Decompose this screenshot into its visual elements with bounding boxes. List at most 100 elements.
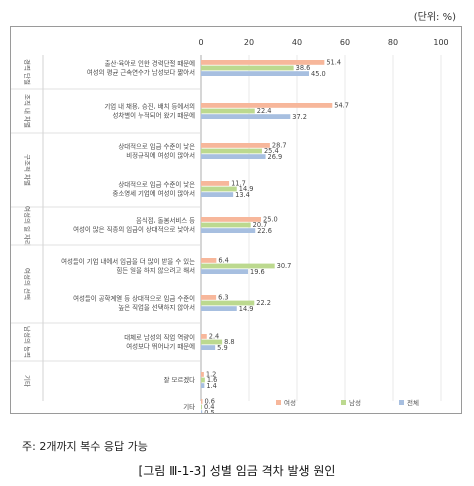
bar-전체 (201, 114, 291, 119)
value-label: 30.7 (277, 262, 292, 270)
x-tick-label: 20 (244, 38, 254, 47)
value-label: 11.7 (231, 180, 246, 188)
value-label: 6.4 (218, 257, 229, 265)
bar-여성 (201, 60, 325, 65)
value-label: 45.0 (311, 70, 326, 78)
bar-남성 (201, 65, 294, 71)
category-label: 높은 직업을 선택하지 않아서 (118, 303, 195, 312)
bar-전체 (201, 228, 256, 233)
x-tick-label: 60 (340, 38, 350, 47)
value-label: 22.4 (257, 107, 272, 115)
value-label: 54.7 (334, 102, 349, 110)
value-label: 51.4 (326, 59, 341, 67)
group-label: 남성의 능력 (23, 326, 32, 358)
value-label: 8.8 (224, 338, 235, 346)
value-label: 6.3 (218, 294, 229, 302)
group-label: 여성의 선택 (23, 268, 32, 300)
category-label: 대체로 남성의 직업 역량이 (124, 333, 195, 342)
bar-전체 (201, 154, 266, 159)
bar-남성 (201, 339, 223, 345)
value-label: 38.6 (296, 64, 311, 72)
bar-전체 (201, 383, 205, 388)
bar-여성 (201, 217, 261, 222)
value-label: 37.2 (292, 113, 307, 121)
category-label: 여성들이 기업 내에서 임금을 더 많이 받을 수 있는 (61, 257, 195, 266)
value-label: 1.4 (206, 382, 217, 390)
legend-label: 남성 (349, 398, 361, 407)
x-tick-label: 100 (433, 38, 448, 47)
bar-전체 (201, 192, 234, 197)
category-label: 여성보다 뛰어나기 때문에 (126, 342, 195, 351)
bar-남성 (201, 404, 202, 410)
bar-남성 (201, 108, 255, 114)
bar-남성 (201, 148, 262, 154)
value-label: 25.0 (263, 216, 278, 224)
value-label: 28.7 (272, 142, 287, 150)
value-label: 20.7 (253, 221, 268, 229)
category-label: 중소영세 기업에 여성이 많아서 (112, 189, 195, 198)
value-label: 22.2 (256, 299, 271, 307)
value-label: 14.9 (239, 185, 254, 193)
value-label: 1.2 (206, 371, 217, 379)
x-tick-label: 40 (292, 38, 302, 47)
bar-여성 (201, 181, 230, 186)
figure-caption: [그림 Ⅲ-1-3] 성별 임금 격차 발생 원인 (138, 464, 336, 478)
category-label: 잘 모르겠다 (164, 375, 196, 384)
bar-전체 (201, 306, 237, 311)
bar-전체 (201, 71, 309, 76)
bar-여성 (201, 258, 217, 263)
value-label: 0.5 (204, 409, 215, 413)
value-label: 1.6 (207, 376, 218, 384)
value-label: 19.6 (250, 268, 265, 276)
category-label: 비정규직에 여성이 많아서 (126, 151, 195, 160)
legend-swatch-전체 (399, 400, 404, 405)
x-tick-label: 80 (388, 38, 398, 47)
group-label: 구조적 차별 (23, 154, 32, 186)
legend-label: 여성 (284, 398, 296, 407)
value-label: 26.9 (268, 153, 283, 161)
category-label: 기업 내 채용, 승진, 배치 등에서의 (104, 102, 195, 111)
value-label: 14.9 (239, 305, 254, 313)
category-label: 음식점, 돌봄서비스 등 (136, 216, 195, 225)
category-label: 여성들이 공학계열 등 상대적으로 임금 수준이 (73, 294, 195, 303)
bar-남성 (201, 222, 251, 228)
category-label: 성차별이 누적되어 왔기 때문에 (112, 111, 195, 120)
bar-전체 (201, 410, 203, 413)
group-label: 경력 단절 (23, 59, 32, 85)
category-label: 여성이 많은 직종의 임금이 상대적으로 낮아서 (73, 225, 195, 234)
legend-label: 전체 (407, 398, 419, 407)
bar-전체 (201, 345, 216, 350)
bar-여성 (201, 143, 270, 148)
bar-여성 (201, 295, 217, 300)
value-label: 13.4 (235, 191, 250, 199)
value-label: 0.6 (204, 398, 215, 406)
value-label: 0.4 (204, 403, 215, 411)
bar-남성 (201, 377, 205, 383)
value-label: 2.4 (209, 333, 220, 341)
bar-남성 (201, 300, 255, 306)
bar-여성 (201, 399, 203, 404)
x-tick-label: 0 (198, 38, 203, 47)
bar-남성 (201, 186, 237, 192)
group-label: 조직 내 차별 (23, 94, 32, 128)
group-label: 기타 (23, 375, 32, 387)
legend-swatch-여성 (276, 400, 281, 405)
category-label: 힘든 일을 하지 않으려고 해서 (116, 266, 195, 275)
unit-label: (단위: %) (413, 12, 456, 23)
bar-여성 (201, 334, 207, 339)
category-label: 출산·육아로 인한 경력단절 때문에 (105, 59, 196, 68)
bar-여성 (201, 372, 204, 377)
bar-여성 (201, 103, 333, 108)
value-label: 5.9 (217, 344, 228, 352)
value-label: 22.6 (257, 227, 272, 235)
category-label: 상대적으로 임금 수준이 낮은 (118, 142, 195, 151)
value-label: 25.4 (264, 147, 279, 155)
legend-swatch-남성 (341, 400, 346, 405)
bar-전체 (201, 269, 249, 274)
category-label: 기타 (183, 402, 195, 411)
category-label: 여성의 평균 근속연수가 남성보다 짧아서 (87, 68, 195, 77)
category-label: 상대적으로 임금 수준이 낮은 (118, 180, 195, 189)
group-label: 여성의 일 자리 (23, 206, 32, 246)
chart-frame: 0 20 40 60 80 100 경력 단절 조직 내 차별 구조적 차별 여성의 일 자리 여성… (10, 26, 462, 414)
